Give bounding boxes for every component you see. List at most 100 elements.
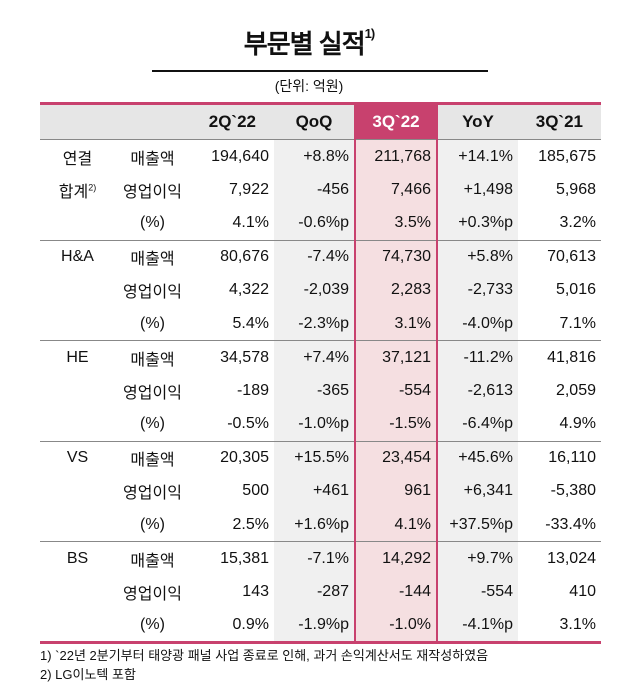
value-2q22: 4,322 [228,281,269,299]
value-2q22: 34,578 [190,340,274,374]
metric-label: 매출액 [115,239,190,274]
segment-label [40,608,115,644]
metric-label: 영업이익 [123,585,182,603]
value-3q22: 211,768 [354,139,438,173]
value-qoq: -2,039 [274,273,355,307]
value-yoy: -2,733 [437,273,518,307]
value-qoq: -1.0%p [274,407,355,441]
unit-label: (단위: 억원) [274,78,344,94]
value-qoq: +461 [274,474,355,508]
segment-label-line2: 합계 [58,183,89,201]
page-title: 부문별 실적1) [0,24,618,61]
value-qoq: +8.8% [274,139,355,173]
table-row: 영업이익 500 +461 961 +6,341 -5,380 [40,474,601,508]
header-row: 2Q`22 QoQ 3Q`22 YoY 3Q`21 [40,102,601,140]
value-3q21: -33.4% [545,515,596,533]
value-qoq: -365 [274,374,355,408]
value-qoq: -287 [274,575,355,609]
metric-label: (%) [140,314,165,332]
value-qoq: +7.4% [274,340,355,374]
value-qoq: +1.6%p [274,508,355,542]
table-row: (%) -0.5% -1.0%p -1.5% -6.4%p 4.9% [40,407,601,442]
value-2q22: 2.5% [232,515,269,533]
segment-label [40,207,115,241]
table-row: BS 매출액 15,381 -7.1% 14,292 +9.7% 13,024 [40,541,601,575]
value-qoq: +15.5% [274,440,355,475]
value-2q22: 80,676 [190,239,274,274]
value-yoy: -4.1%p [437,608,518,644]
value-3q21: 13,024 [518,541,601,575]
value-yoy: -2,613 [437,374,518,408]
value-qoq: -7.4% [274,239,355,274]
segment-label [40,307,115,341]
metric-label: 영업이익 [123,284,182,302]
value-3q21: 3.1% [518,608,601,644]
value-yoy: +0.3%p [437,206,518,240]
header-2q22: 2Q`22 [190,102,274,140]
table-row: (%) 0.9% -1.9%p -1.0% -4.1%p 3.1% [40,608,601,644]
table-row: 연결 매출액 194,640 +8.8% 211,768 +14.1% 185,675 [40,139,601,173]
value-yoy: +1,498 [437,173,518,207]
metric-label: (%) [140,515,165,533]
metric-label: (%) [115,608,190,644]
value-yoy: -554 [437,575,518,609]
value-2q22: 7,922 [228,180,269,198]
header-metric [115,102,190,140]
table-row: HE 매출액 34,578 +7.4% 37,121 -11.2% 41,816 [40,340,601,374]
value-2q22: 4.1% [232,214,269,231]
value-3q21: 5,968 [555,180,596,198]
value-yoy: -4.0%p [437,307,518,341]
table-row: VS 매출액 20,305 +15.5% 23,454 +45.6% 16,110 [40,440,601,475]
value-3q22: 7,466 [354,173,438,207]
table-row: 합계2) 영업이익 7,922 -456 7,466 +1,498 5,968 [40,173,601,207]
segment-label [40,274,115,308]
segment-label: HE [40,340,115,374]
value-yoy: +6,341 [437,474,518,508]
value-qoq: -0.6%p [274,206,355,240]
value-2q22: 194,640 [190,139,274,173]
value-3q22: 37,121 [354,340,438,374]
value-2q22: 0.9% [190,608,274,644]
segment-label [40,508,115,542]
value-2q22: 15,381 [190,541,274,575]
value-yoy: -6.4%p [437,407,518,441]
value-qoq: -456 [274,173,355,207]
value-3q22: 23,454 [354,440,438,475]
header-3q21: 3Q`21 [518,102,601,140]
header-3q22: 3Q`22 [354,102,438,140]
title-underline [152,70,488,72]
metric-label: 영업이익 [123,485,182,503]
footnote-2: 2) LG이노텍 포함 [40,667,136,682]
value-3q21: 16,110 [518,440,601,475]
value-yoy: +45.6% [437,440,518,475]
segment-label: 연결 [40,139,115,173]
segment-label [40,408,115,442]
value-2q22: 5.4% [232,314,269,332]
value-2q22: -189 [236,381,269,399]
value-qoq: -7.1% [274,541,355,575]
table-row: H&A 매출액 80,676 -7.4% 74,730 +5.8% 70,613 [40,239,601,274]
table-row: (%) 4.1% -0.6%p 3.5% +0.3%p 3.2% [40,206,601,241]
table-row: 영업이익 143 -287 -144 -554 410 [40,575,601,609]
value-yoy: +5.8% [437,239,518,274]
value-3q21: -5,380 [550,482,596,500]
table-row: (%) 2.5% +1.6%p 4.1% +37.5%p -33.4% [40,508,601,542]
metric-label: 영업이익 [123,183,182,201]
value-3q21: 5,016 [555,281,596,299]
value-yoy: -11.2% [437,340,518,374]
value-2q22: -0.5% [227,415,269,432]
segment-label: 합계2) [40,173,115,207]
segment-label: H&A [40,239,115,274]
header-qoq: QoQ [274,102,355,140]
value-3q21: 410 [569,582,596,600]
segment-results-table: 2Q`22 QoQ 3Q`22 YoY 3Q`21 연결 매출액 194,640 +8… [40,102,601,644]
title-footnote-marker: 1) [364,26,376,41]
value-3q22: 961 [354,474,438,508]
footnote-marker: 2) [88,182,97,193]
table-row: (%) 5.4% -2.3%p 3.1% -4.0%p 7.1% [40,307,601,341]
metric-label: (%) [140,415,165,432]
value-3q22: 4.1% [354,508,438,542]
segment-label: BS [40,541,115,575]
header-segment [40,102,115,140]
value-3q22: -1.5% [354,407,438,441]
